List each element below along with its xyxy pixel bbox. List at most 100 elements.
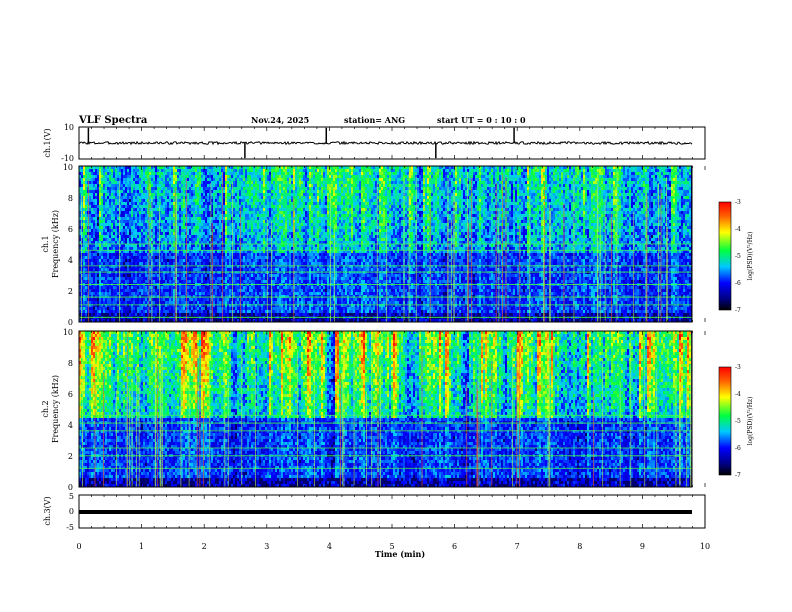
spectrogram-cell: [235, 184, 237, 187]
spectrogram-cell: [137, 208, 139, 211]
spectrogram-cell: [247, 301, 249, 304]
spectrogram-cell: [201, 289, 203, 292]
spectrogram-cell: [181, 253, 183, 256]
spectrogram-cell: [101, 178, 103, 181]
spectrogram-cell: [201, 178, 203, 181]
spectrogram-cell: [219, 196, 221, 199]
spectrogram-cell: [191, 205, 193, 208]
spectrogram-cell: [161, 226, 163, 229]
spectrogram-cell: [203, 232, 205, 235]
spectrogram-cell: [129, 208, 131, 211]
spectrogram-cell: [229, 310, 231, 313]
spectrogram-cell: [259, 235, 261, 238]
spectrogram-cell: [203, 310, 205, 313]
spectrogram-cell: [149, 202, 151, 205]
spectrogram-cell: [85, 190, 87, 193]
spectrogram-cell: [139, 310, 141, 313]
spectrogram-cell: [275, 184, 277, 187]
spectrogram-cell: [141, 310, 143, 313]
spectrogram-cell: [161, 289, 163, 292]
spectrogram-cell: [111, 292, 113, 295]
spectrogram-cell: [175, 307, 177, 310]
spectrogram-cell: [127, 307, 129, 310]
spectrogram-cell: [261, 214, 263, 217]
spectrogram-cell: [119, 178, 121, 181]
spectrogram-cell: [81, 235, 83, 238]
spectrogram-cell: [139, 247, 141, 250]
spectrogram-cell: [185, 295, 187, 298]
spectrogram-cell: [205, 319, 207, 322]
spectrogram-cell: [275, 181, 277, 184]
spectrogram-cell: [161, 250, 163, 253]
spectrogram-cell: [119, 187, 121, 190]
spectrogram-cell: [237, 310, 239, 313]
spectrogram-cell: [209, 310, 211, 313]
spectrogram-cell: [207, 172, 209, 175]
spectrogram-cell: [275, 247, 277, 250]
spectrogram-cell: [191, 247, 193, 250]
spectrogram-cell: [225, 262, 227, 265]
spectrogram-cell: [237, 193, 239, 196]
spectrogram-cell: [113, 205, 115, 208]
spectrogram-cell: [119, 196, 121, 199]
spectrogram-cell: [215, 292, 217, 295]
spectrogram-cell: [121, 286, 123, 289]
spectrogram-cell: [91, 319, 93, 322]
spectrogram-cell: [123, 268, 125, 271]
spectrogram-cell: [143, 319, 145, 322]
spectrogram-cell: [217, 187, 219, 190]
spectrogram-cell: [179, 250, 181, 253]
spectrogram-cell: [101, 289, 103, 292]
spectrogram-cell: [247, 310, 249, 313]
spectrogram-cell: [173, 304, 175, 307]
spectrogram-cell: [109, 301, 111, 304]
spectrogram-cell: [209, 232, 211, 235]
spectrogram-cell: [237, 259, 239, 262]
spectrogram-cell: [249, 310, 251, 313]
spectrogram-cell: [205, 256, 207, 259]
spectrogram-cell: [209, 208, 211, 211]
spectrogram-cell: [91, 256, 93, 259]
spectrogram-cell: [167, 217, 169, 220]
spectrogram-cell: [209, 214, 211, 217]
spectrogram-cell: [233, 247, 235, 250]
spectrogram-cell: [101, 307, 103, 310]
spectrogram-cell: [235, 175, 237, 178]
spectrogram-cell: [215, 232, 217, 235]
spectrogram-cell: [131, 292, 133, 295]
spectrogram-cell: [127, 247, 129, 250]
spectrogram-cell: [237, 187, 239, 190]
spectrogram-cell: [183, 193, 185, 196]
spectrogram-cell: [165, 175, 167, 178]
spectrogram-cell: [183, 199, 185, 202]
spectrogram-cell: [211, 169, 213, 172]
spectrogram-cell: [185, 262, 187, 265]
spectrogram-cell: [91, 295, 93, 298]
spectrogram-cell: [267, 244, 269, 247]
spectrogram-cell: [107, 208, 109, 211]
spectrogram-cell: [155, 205, 157, 208]
spectrogram-cell: [141, 220, 143, 223]
spectrogram-cell: [243, 211, 245, 214]
spectrogram-cell: [231, 268, 233, 271]
spectrogram-cell: [141, 190, 143, 193]
spectrogram-cell: [245, 223, 247, 226]
spectrogram-cell: [257, 298, 259, 301]
spectrogram-cell: [157, 244, 159, 247]
spectrogram-cell: [157, 250, 159, 253]
spectrogram-cell: [131, 262, 133, 265]
spectrogram-cell: [93, 253, 95, 256]
spectrogram-cell: [139, 280, 141, 283]
spectrogram-cell: [95, 202, 97, 205]
spectrogram-cell: [259, 172, 261, 175]
spectrogram-cell: [143, 232, 145, 235]
spectrogram-cell: [147, 169, 149, 172]
spectrogram-cell: [171, 247, 173, 250]
spectrogram-cell: [81, 310, 83, 313]
spectrogram-cell: [191, 241, 193, 244]
spectrogram-cell: [141, 289, 143, 292]
spectrogram-cell: [131, 190, 133, 193]
spectrogram-cell: [197, 298, 199, 301]
spectrogram-cell: [111, 166, 113, 169]
spectrogram-cell: [161, 220, 163, 223]
